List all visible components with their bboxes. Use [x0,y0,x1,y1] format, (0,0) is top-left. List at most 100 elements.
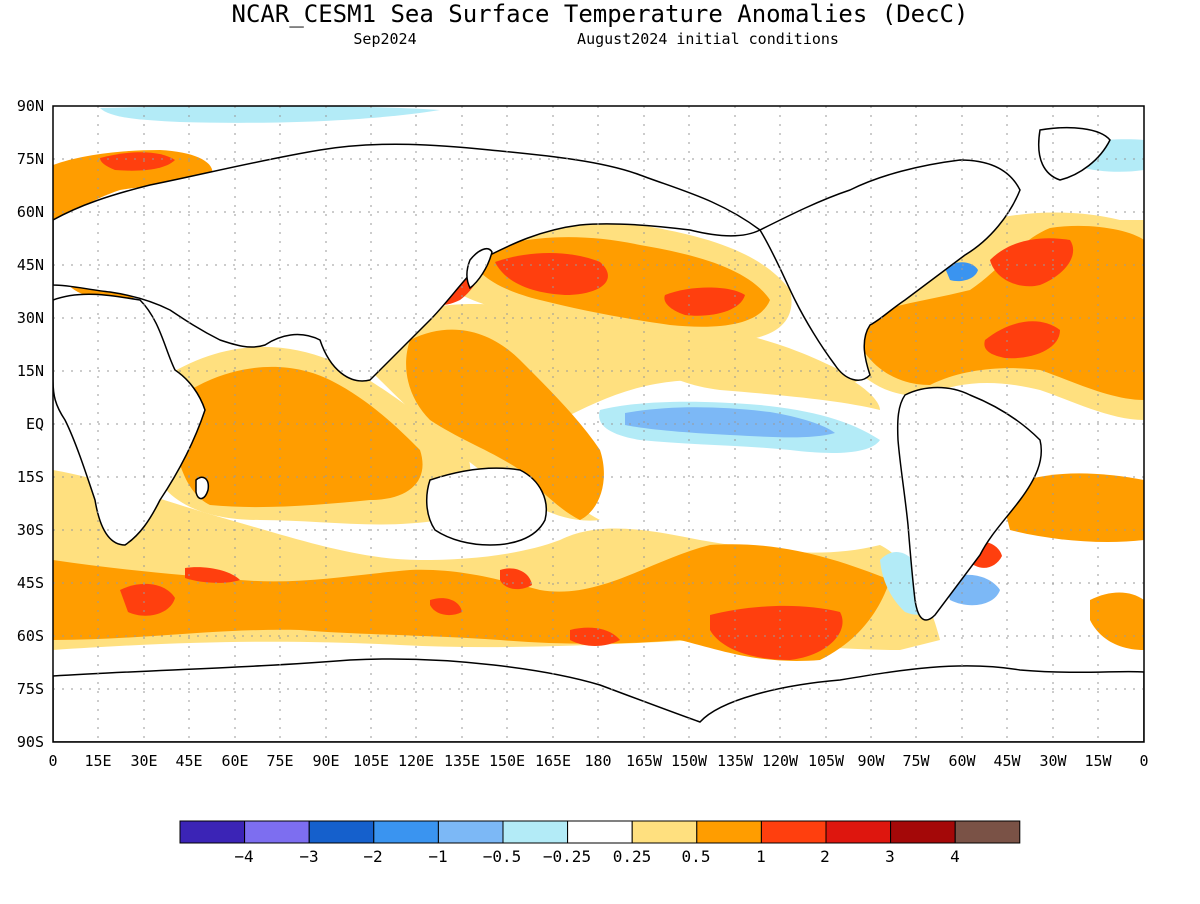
lon-label: 165E [535,752,571,770]
graticule [53,106,1144,742]
land-eurasia [53,143,762,382]
colorbar [179,820,1021,844]
anomaly-region-eq-pacific-blue [625,407,835,438]
anomaly-region-north-atlantic-red [990,238,1074,287]
land-greenland [1038,126,1111,181]
colorbar-swatch [760,820,827,844]
anomaly-region-north-pacific-red-east [664,287,745,316]
anomaly-region-nw-atlantic-blue [945,262,978,282]
lon-label: 150W [671,752,708,770]
lon-label: 60W [948,752,976,770]
anomaly-region-west-pacific-orange [406,329,604,520]
lon-label: 45E [175,752,202,770]
anomaly-region-norwegian-sea-orange [53,150,213,220]
colorbar-label: 0.25 [613,847,652,866]
lon-label: 45W [993,752,1021,770]
lon-label: 90W [857,752,885,770]
lon-label: 15W [1084,752,1112,770]
lon-label: 75W [902,752,930,770]
land-japan [466,248,493,290]
colorbar-label: −2 [363,847,382,866]
land-africa [53,293,206,546]
colorbar-label: −1 [428,847,447,866]
lon-label: 15E [84,752,111,770]
anomaly-region-south-atlantic-orange-2 [1090,592,1144,650]
lat-label: 90S [17,733,44,751]
anomaly-region-north-pacific-red [495,253,608,295]
lat-label: 30N [17,309,44,327]
lon-label: 120W [762,752,799,770]
colorbar-label: −0.5 [483,847,522,866]
lat-label: 45N [17,256,44,274]
anomaly-region-so-red-2 [185,567,240,583]
lon-label: 75E [266,752,293,770]
anomaly-region-southern-ocean-orange [53,544,890,661]
colorbar-label: 0.5 [682,847,711,866]
lon-label: 0 [48,752,57,770]
colorbar-swatch [631,820,698,844]
longitude-axis: 0 15E 30E 45E 60E 75E 90E 105E 120E 135E… [48,752,1148,770]
colorbar-swatch [179,820,246,844]
anomaly-region-north-atlantic-orange [850,225,1144,400]
anomaly-region-so-red-3 [570,627,620,646]
colorbar-swatch [437,820,504,844]
anomaly-region-barents-red [100,152,175,171]
lon-label: 180 [584,752,611,770]
initial-conditions: August2024 initial conditions [577,30,839,48]
latitude-axis: 90N 75N 60N 45N 30N 15N EQ 15S 30S 45S 6… [17,97,44,751]
colorbar-swatch [825,820,892,844]
lon-label: 105W [808,752,845,770]
lon-label: 120E [398,752,434,770]
lat-label: 90N [17,97,44,115]
land-madagascar [195,476,210,500]
colorbar-swatch [373,820,439,844]
lon-label: 90E [312,752,339,770]
anomaly-region-so-red-4 [710,605,843,660]
land-south-america [896,386,1042,621]
colorbar-label: 3 [885,847,895,866]
land-north-america [758,159,1021,381]
map-title: NCAR_CESM1 Sea Surface Temperature Anoma… [232,0,969,28]
anomaly-region-so-red-6 [430,598,462,616]
colorbar-labels: −4 −3 −2 −1 −0.5 −0.25 0.25 0.5 1 2 3 4 [234,847,959,866]
anomaly-region-north-atlantic-red-south [984,321,1060,359]
colorbar-swatch [890,820,956,844]
colorbar-label: −4 [234,847,253,866]
colorbar-label: −0.25 [543,847,591,866]
anomaly-region-so-red-5 [500,568,532,590]
colorbar-swatch [954,820,1021,844]
lon-label: 60E [221,752,248,770]
lat-label: 75S [17,680,44,698]
colorbar-swatch [308,820,375,844]
colorbar-label: −3 [299,847,318,866]
colorbar-swatch [567,820,633,844]
lat-label: 60N [17,203,44,221]
lat-label: 75N [17,150,44,168]
colorbar-label: 2 [820,847,830,866]
colorbar-label: 1 [756,847,766,866]
anomaly-region-so-red-1 [120,583,175,616]
lon-label: 0 [1139,752,1148,770]
anomaly-region-indian-ocean-orange [173,366,423,508]
lon-label: 30W [1039,752,1067,770]
anomaly-region-south-atlantic-orange [1000,473,1144,542]
lon-label: 30E [130,752,157,770]
lat-label: 15N [17,362,44,380]
colorbar-label: 4 [950,847,960,866]
anomaly-region-arctic-cool [100,106,440,123]
lon-label: 165W [626,752,663,770]
anomaly-region-ne-pacific-yellow [640,348,880,410]
lon-label: 135W [717,752,754,770]
lon-label: 135E [444,752,480,770]
colorbar-swatch [244,820,310,844]
lat-label: EQ [26,415,44,433]
forecast-month: Sep2024 [353,30,416,48]
plot-frame [52,105,1145,743]
lon-label: 105E [353,752,389,770]
colorbar-swatch [502,820,569,844]
lon-label: 150E [489,752,525,770]
lat-label: 30S [17,521,44,539]
colorbar-swatch [696,820,762,844]
lat-label: 45S [17,574,44,592]
